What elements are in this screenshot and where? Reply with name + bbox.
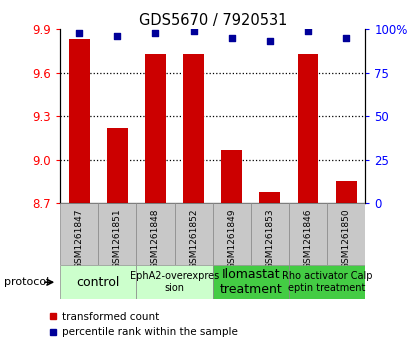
Point: [152, 30, 159, 36]
Bar: [289, 265, 365, 299]
Title: GDS5670 / 7920531: GDS5670 / 7920531: [139, 13, 287, 28]
Text: GSM1261851: GSM1261851: [113, 208, 122, 269]
Text: GSM1261850: GSM1261850: [342, 208, 351, 269]
Text: GSM1261847: GSM1261847: [75, 208, 84, 269]
Text: protocol: protocol: [4, 277, 49, 287]
Bar: [327, 203, 365, 265]
Bar: [212, 265, 289, 299]
Bar: [60, 203, 98, 265]
Bar: [289, 203, 327, 265]
Bar: [298, 54, 318, 203]
Point: [305, 28, 311, 34]
Point: [266, 38, 273, 44]
Point: [190, 28, 197, 34]
Bar: [259, 192, 281, 203]
Point: [343, 35, 349, 41]
Bar: [175, 203, 213, 265]
Bar: [183, 54, 204, 203]
Bar: [137, 265, 212, 299]
Text: GSM1261853: GSM1261853: [265, 208, 274, 269]
Bar: [251, 203, 289, 265]
Text: GSM1261849: GSM1261849: [227, 208, 236, 269]
Bar: [98, 203, 137, 265]
Bar: [60, 265, 137, 299]
Bar: [336, 182, 356, 203]
Text: GSM1261852: GSM1261852: [189, 208, 198, 269]
Point: [76, 30, 83, 36]
Bar: [145, 54, 166, 203]
Bar: [212, 203, 251, 265]
Bar: [137, 203, 175, 265]
Legend: transformed count, percentile rank within the sample: transformed count, percentile rank withi…: [47, 310, 240, 339]
Text: control: control: [77, 276, 120, 289]
Text: GSM1261846: GSM1261846: [303, 208, 312, 269]
Bar: [69, 39, 90, 203]
Text: EphA2-overexpres
sion: EphA2-overexpres sion: [130, 272, 219, 293]
Point: [228, 35, 235, 41]
Text: Ilomastat
treatment: Ilomastat treatment: [220, 268, 282, 296]
Text: Rho activator Calp
eptin treatment: Rho activator Calp eptin treatment: [282, 272, 372, 293]
Text: GSM1261848: GSM1261848: [151, 208, 160, 269]
Bar: [107, 128, 128, 203]
Point: [114, 33, 121, 39]
Bar: [221, 150, 242, 203]
